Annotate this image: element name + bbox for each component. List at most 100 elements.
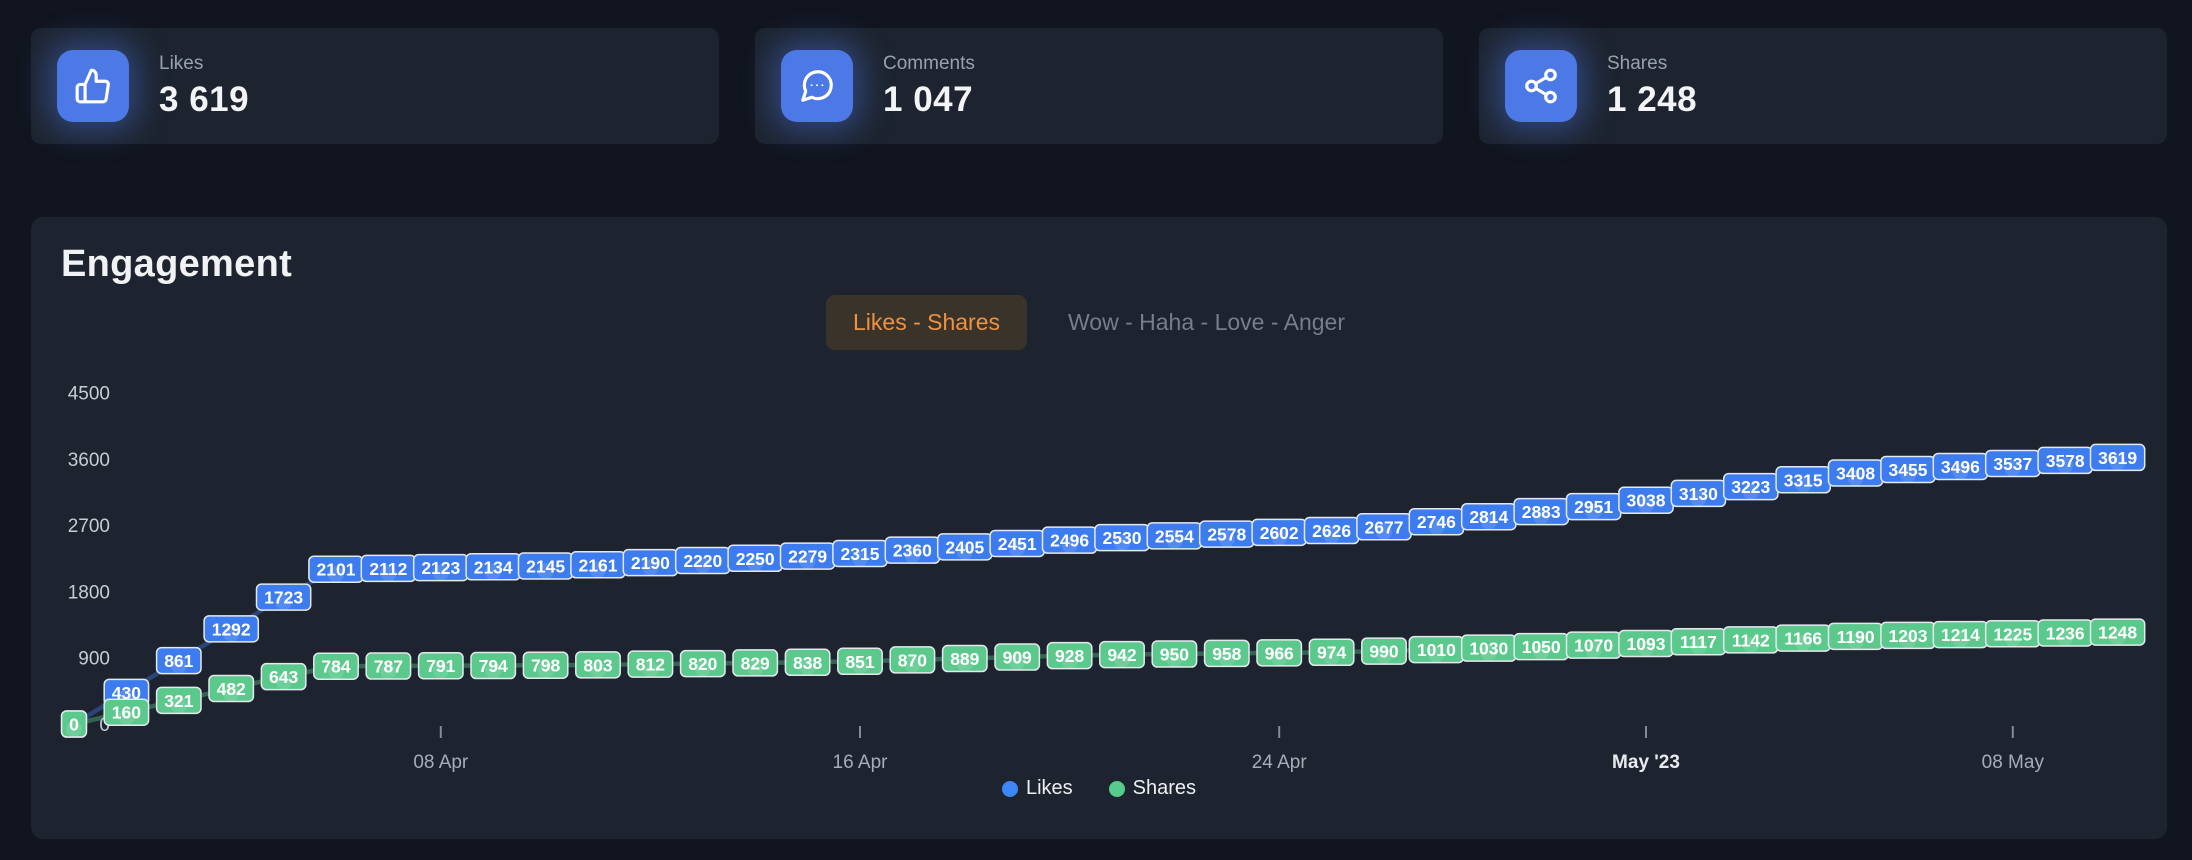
svg-text:870: 870: [898, 650, 927, 670]
svg-text:2626: 2626: [1312, 521, 1351, 541]
svg-text:2814: 2814: [1469, 507, 1508, 527]
likes-stat-card: Likes 3 619: [31, 28, 719, 144]
svg-text:2145: 2145: [526, 556, 565, 576]
likes-stat-value: 3 619: [159, 79, 250, 119]
svg-text:928: 928: [1055, 646, 1084, 666]
engagement-panel: Engagement Likes - Shares Wow - Haha - L…: [31, 217, 2167, 839]
svg-text:2250: 2250: [736, 549, 775, 569]
chart-tabs: Likes - Shares Wow - Haha - Love - Anger: [31, 295, 2167, 350]
svg-text:2578: 2578: [1207, 525, 1246, 545]
svg-text:0: 0: [69, 715, 79, 735]
likes-legend-label: Likes: [1025, 777, 1073, 799]
likes-icon-tile: [57, 50, 129, 122]
svg-text:08 May: 08 May: [1982, 752, 2045, 773]
svg-text:3578: 3578: [2046, 451, 2085, 471]
svg-text:1070: 1070: [1574, 636, 1613, 656]
svg-text:1214: 1214: [1941, 625, 1980, 645]
svg-text:2951: 2951: [1574, 497, 1613, 517]
svg-text:2190: 2190: [631, 553, 670, 573]
svg-text:820: 820: [688, 654, 717, 674]
likes-legend-dot-icon: [1001, 780, 1018, 797]
svg-text:3223: 3223: [1731, 477, 1770, 497]
svg-text:966: 966: [1265, 643, 1294, 663]
svg-text:942: 942: [1107, 645, 1136, 665]
svg-text:889: 889: [950, 649, 979, 669]
svg-text:851: 851: [845, 652, 874, 672]
svg-text:2554: 2554: [1155, 526, 1194, 546]
svg-text:2883: 2883: [1522, 502, 1561, 522]
svg-text:3619: 3619: [2098, 448, 2137, 468]
svg-text:3408: 3408: [1836, 463, 1875, 483]
svg-text:2700: 2700: [68, 516, 110, 537]
svg-text:1292: 1292: [212, 619, 251, 639]
tab-wow-haha-love-anger[interactable]: Wow - Haha - Love - Anger: [1041, 295, 1372, 350]
tab-likes-shares[interactable]: Likes - Shares: [826, 295, 1028, 350]
svg-text:May '23: May '23: [1612, 752, 1680, 773]
svg-text:798: 798: [531, 656, 560, 676]
svg-text:803: 803: [583, 655, 612, 675]
svg-text:1117: 1117: [1680, 632, 1717, 652]
svg-text:990: 990: [1369, 642, 1398, 662]
page-title: Engagement: [61, 243, 293, 285]
svg-text:1166: 1166: [1784, 629, 1822, 649]
svg-text:160: 160: [112, 703, 141, 723]
svg-text:2220: 2220: [683, 551, 722, 571]
svg-text:1010: 1010: [1417, 640, 1456, 660]
svg-text:0: 0: [99, 715, 110, 736]
svg-text:958: 958: [1212, 644, 1241, 664]
svg-text:2101: 2101: [317, 560, 356, 580]
svg-text:1203: 1203: [1889, 626, 1928, 646]
svg-text:1723: 1723: [264, 588, 303, 608]
svg-text:2315: 2315: [841, 544, 880, 564]
shares-stat-card: Shares 1 248: [1479, 28, 2167, 144]
svg-text:974: 974: [1317, 643, 1346, 663]
svg-text:1142: 1142: [1732, 630, 1770, 650]
chart-legend: Likes Shares: [31, 777, 2167, 800]
svg-text:2360: 2360: [893, 541, 932, 561]
svg-text:2279: 2279: [788, 547, 827, 567]
engagement-line-chart: 4500 3600 2700 1800 900 0 08 Apr 16 Apr 24 Apr Ma…: [60, 384, 2146, 773]
svg-text:3130: 3130: [1679, 484, 1718, 504]
svg-text:16 Apr: 16 Apr: [833, 752, 889, 773]
comments-stat-value: 1 047: [883, 79, 974, 119]
comments-stat-card: Comments 1 047: [755, 28, 1443, 144]
svg-text:861: 861: [164, 651, 193, 671]
svg-text:3038: 3038: [1627, 491, 1666, 511]
legend-item-shares[interactable]: Shares: [1108, 777, 1197, 800]
svg-text:2677: 2677: [1365, 517, 1404, 537]
svg-text:2134: 2134: [474, 557, 513, 577]
svg-text:1236: 1236: [2046, 623, 2085, 643]
likes-stat-label: Likes: [159, 52, 204, 74]
svg-text:909: 909: [1003, 648, 1032, 668]
svg-text:784: 784: [321, 657, 350, 677]
svg-text:3537: 3537: [1993, 454, 2032, 474]
svg-text:838: 838: [793, 653, 822, 673]
svg-text:2405: 2405: [945, 537, 984, 557]
svg-text:321: 321: [164, 691, 193, 711]
svg-text:430: 430: [112, 683, 141, 703]
svg-text:08 Apr: 08 Apr: [413, 752, 469, 773]
svg-text:1225: 1225: [1993, 624, 2032, 644]
svg-text:1190: 1190: [1837, 627, 1875, 647]
svg-text:1093: 1093: [1627, 634, 1666, 654]
svg-text:2530: 2530: [1103, 528, 1142, 548]
shares-legend-label: Shares: [1132, 777, 1197, 799]
comment-bubble-icon: [801, 70, 833, 102]
svg-text:3315: 3315: [1784, 470, 1823, 490]
svg-text:1050: 1050: [1522, 637, 1561, 657]
svg-text:4500: 4500: [68, 384, 110, 405]
shares-legend-dot-icon: [1108, 780, 1125, 797]
share-nodes-icon: [1525, 68, 1557, 104]
svg-text:1800: 1800: [68, 582, 110, 603]
svg-text:829: 829: [741, 653, 770, 673]
svg-text:2123: 2123: [421, 558, 460, 578]
thumbs-up-icon: [75, 68, 110, 104]
svg-text:900: 900: [78, 649, 110, 670]
legend-item-likes[interactable]: Likes: [1001, 777, 1073, 800]
svg-text:2602: 2602: [1260, 523, 1299, 543]
svg-text:3496: 3496: [1941, 457, 1980, 477]
svg-text:3600: 3600: [68, 450, 110, 471]
svg-text:1248: 1248: [2098, 623, 2137, 643]
svg-text:791: 791: [426, 656, 455, 676]
svg-text:482: 482: [217, 679, 246, 699]
